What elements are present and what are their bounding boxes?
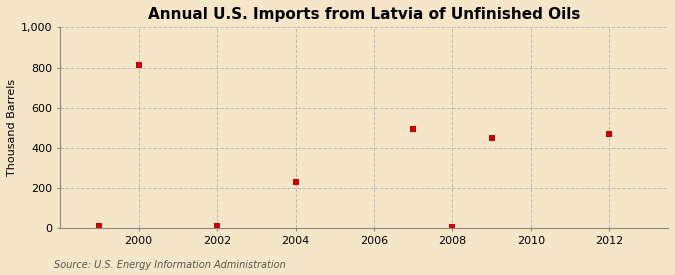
Y-axis label: Thousand Barrels: Thousand Barrels — [7, 79, 17, 176]
Title: Annual U.S. Imports from Latvia of Unfinished Oils: Annual U.S. Imports from Latvia of Unfin… — [148, 7, 580, 22]
Text: Source: U.S. Energy Information Administration: Source: U.S. Energy Information Administ… — [54, 260, 286, 270]
